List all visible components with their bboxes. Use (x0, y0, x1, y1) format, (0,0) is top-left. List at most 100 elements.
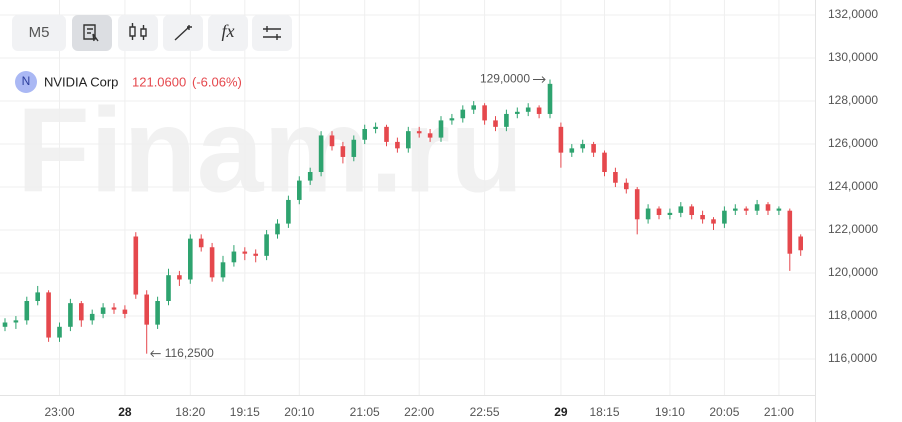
candle-icon (129, 23, 147, 40)
candle-body (188, 238, 193, 280)
tool-button[interactable] (72, 15, 112, 51)
candle-body (384, 126, 389, 142)
candle-body (613, 172, 618, 183)
y-tick-label: 120,0000 (828, 265, 878, 279)
candle-body (329, 135, 335, 147)
x-tick-label: 21:05 (350, 405, 380, 419)
candle-body (307, 172, 313, 181)
candle-body (122, 309, 128, 314)
interval-button[interactable] (12, 15, 66, 51)
candle-body (362, 129, 367, 140)
candle-body (667, 212, 673, 215)
candle-body (536, 107, 542, 114)
y-tick-label: 130,0000 (828, 50, 878, 64)
y-tick-label: 122,0000 (828, 222, 878, 236)
x-tick-label: 22:00 (404, 405, 434, 419)
x-tick-label: 29 (554, 405, 568, 419)
candle-body (580, 144, 585, 149)
candle-body (798, 236, 803, 251)
candle-body (2, 322, 8, 327)
candle-body (220, 262, 226, 278)
candle-body (689, 206, 694, 215)
candle-body (275, 223, 280, 235)
candle-body (558, 126, 564, 153)
candle-body (89, 313, 95, 321)
candle-body (297, 180, 302, 200)
x-tick-label: 23:00 (44, 405, 74, 419)
candle-body (733, 208, 738, 211)
candle-body (678, 206, 684, 213)
candle-body (416, 131, 422, 134)
candle-body (743, 208, 749, 211)
candle-body (231, 251, 237, 263)
instrument-icon-letter: N (22, 74, 31, 88)
x-tick-label: 28 (118, 405, 132, 419)
candle-body (700, 215, 705, 220)
candle-body (133, 236, 139, 295)
candle-body (24, 301, 30, 321)
x-tick-label: 19:15 (230, 405, 260, 419)
candle-body (318, 135, 324, 172)
candle-body (13, 320, 19, 323)
instrument-icon (15, 71, 37, 93)
candle-body (198, 238, 204, 248)
candle-body (722, 210, 727, 224)
y-tick-label: 126,0000 (828, 136, 878, 150)
y-tick-label: 128,0000 (828, 93, 878, 107)
settings-button[interactable] (252, 15, 292, 51)
candle-body (471, 105, 476, 110)
fx-icon: fx (222, 21, 235, 41)
candle-body (406, 131, 411, 149)
candle-body (547, 83, 553, 114)
candle-body (46, 292, 51, 338)
candle-body (711, 219, 716, 224)
x-tick-label: 22:55 (470, 405, 500, 419)
indicator-button[interactable] (208, 15, 248, 51)
instrument-change: (-6.06%) (192, 74, 242, 89)
candle-body (787, 210, 793, 254)
candle-body (177, 275, 182, 280)
candle-body (427, 133, 433, 138)
interval-label: M5 (29, 24, 50, 41)
x-tick-label: 18:15 (589, 405, 619, 419)
candle-body (395, 141, 400, 149)
candle-body (351, 139, 357, 157)
plot-area (0, 0, 815, 395)
candle-body (569, 148, 575, 153)
candle-body (765, 204, 771, 211)
candle-body (68, 303, 73, 327)
draw-icon (174, 25, 192, 41)
candle-body (155, 301, 160, 325)
instrument-name: NVIDIA Corp (44, 74, 118, 89)
candle-body (340, 146, 346, 157)
annotation-arrow (533, 76, 546, 83)
candle-body (482, 105, 487, 121)
y-tick-label: 118,0000 (828, 308, 877, 322)
candle-body (602, 152, 607, 172)
candle-body (144, 294, 149, 325)
candle-body (634, 189, 640, 220)
x-tick-label: 18:20 (175, 405, 205, 419)
watermark: Finam.ru (17, 84, 524, 218)
candle-body (35, 292, 40, 301)
candle-body (166, 275, 171, 301)
candle-body (591, 144, 596, 153)
instrument-price: 121.0600 (132, 74, 186, 89)
candle-body (449, 118, 455, 121)
candle-body (242, 251, 248, 254)
candle-body (754, 204, 760, 211)
candle-body (373, 126, 378, 129)
candle-body (525, 107, 531, 112)
settings-icon (263, 26, 281, 40)
candle-body (286, 199, 291, 224)
candle-body (504, 113, 509, 127)
annotation-arrow (150, 350, 161, 358)
candle-body (100, 307, 106, 314)
x-tick-label: 19:10 (655, 405, 685, 419)
candle-body (460, 109, 466, 119)
candle-type-button[interactable] (118, 15, 158, 51)
candle-body (645, 208, 651, 220)
candle-body (57, 326, 62, 338)
x-tick-label: 21:00 (764, 405, 794, 419)
